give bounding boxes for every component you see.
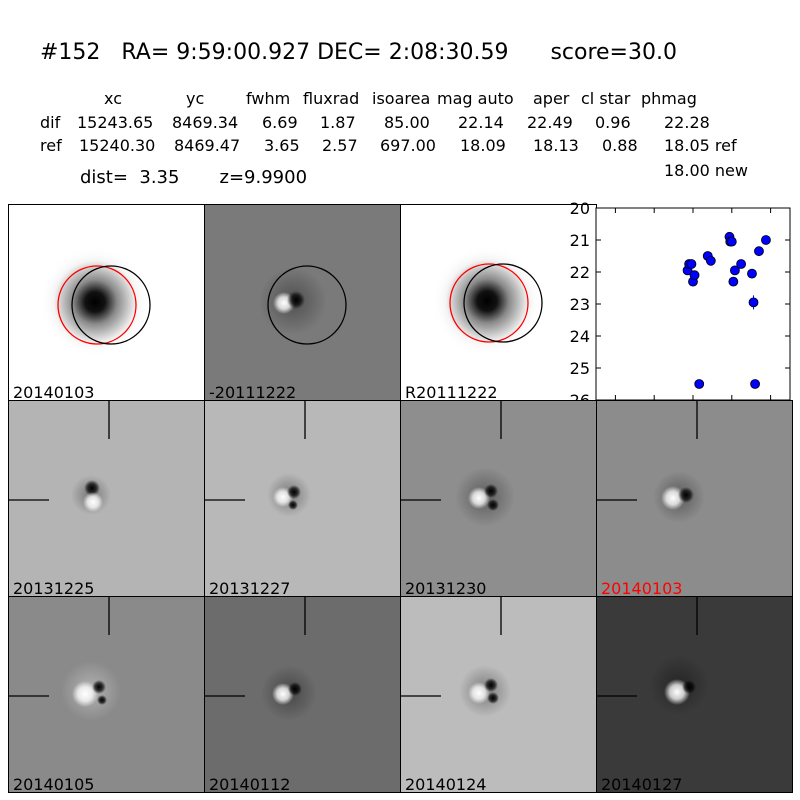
column-header-fluxrad: fluxrad (303, 89, 360, 108)
new-magnitude: 18.00 new (664, 161, 748, 180)
negative-residual (487, 499, 499, 511)
panel-label: 20131227 (209, 579, 291, 597)
panel-label: 20140124 (405, 775, 487, 793)
table-cell: 8469.47 (174, 136, 241, 155)
table-cell: 0.96 (595, 113, 631, 132)
table-cell: 18.05 ref (664, 136, 737, 155)
y-tick-label: 20 (570, 200, 590, 218)
negative-residual (678, 487, 694, 503)
data-point (686, 259, 697, 269)
table-cell: 85.00 (384, 113, 430, 132)
y-tick-label: 21 (570, 231, 590, 250)
data-point (694, 379, 705, 389)
reference-position-circle (267, 265, 347, 345)
negative-residual (288, 682, 302, 696)
stamp-panel-epoch: 20131225 (8, 400, 205, 597)
data-point (730, 265, 740, 276)
reference-position-circle (71, 265, 151, 345)
data-point (761, 235, 771, 245)
stamp-panel-epoch-current: 20140103 (596, 400, 793, 597)
row-label-ref: ref (40, 136, 62, 155)
table-cell: 15243.65 (77, 113, 154, 132)
table-cell: 3.65 (264, 136, 300, 155)
panel-label: 20131225 (13, 579, 95, 597)
stamp-panel-epoch: 20140127 (596, 596, 793, 793)
panel-label: -20111222 (209, 383, 297, 401)
negative-residual (484, 484, 498, 498)
data-point (750, 379, 760, 389)
stamp-panel-epoch: 20131227 (204, 400, 401, 597)
current-position-circle (57, 265, 137, 345)
data-point (726, 236, 737, 247)
distance-redshift-line: dist= 3.35 z=9.9900 (80, 167, 308, 188)
reference-position-circle (463, 263, 543, 343)
data-point (728, 276, 739, 287)
panel-label: 20140112 (209, 775, 291, 793)
panel-label: 20131230 (405, 579, 487, 597)
stamp-panel-epoch: 20131230 (400, 400, 597, 597)
data-point (689, 270, 700, 281)
column-header-xc: xc (104, 89, 122, 108)
table-cell: 22.14 (458, 113, 504, 132)
row-label-dif: dif (40, 113, 61, 132)
column-header-cl-star: cl star (581, 89, 631, 108)
negative-residual (287, 291, 305, 309)
data-point (754, 246, 764, 257)
column-header-fwhm: fwhm (246, 89, 291, 108)
positive-residual (72, 681, 98, 707)
y-tick-label: 23 (570, 295, 590, 314)
table-cell: 697.00 (380, 136, 436, 155)
data-point (747, 268, 757, 279)
column-header-aper: aper (533, 89, 570, 108)
star-source (40, 247, 150, 357)
panel-label: 20140127 (601, 775, 683, 793)
table-cell: 18.09 (460, 136, 506, 155)
column-header-isoarea: isoarea (372, 89, 431, 108)
light-curve-svg: 20212223242526-100-50050100 (570, 199, 791, 422)
stamp-panel-epoch: 20140105 (8, 596, 205, 793)
table-cell: 0.88 (602, 136, 638, 155)
negative-residual (97, 695, 107, 705)
panel-label: 20140105 (13, 775, 95, 793)
negative-residual (84, 480, 100, 496)
page-title: #152 RA= 9:59:00.927 DEC= 2:08:30.59 sco… (40, 40, 677, 65)
panel-label-current: 20140103 (601, 579, 683, 597)
negative-residual (484, 678, 498, 692)
stamp-panel-epoch: 20140112 (204, 596, 401, 793)
y-tick-label: 22 (570, 263, 590, 282)
table-cell: 6.69 (262, 113, 298, 132)
stamp-panel-epoch: 20140124 (400, 596, 597, 793)
data-point (736, 259, 747, 269)
negative-residual (682, 680, 696, 694)
table-cell: 18.13 (533, 136, 579, 155)
negative-residual (487, 692, 499, 704)
positive-residual (83, 492, 103, 512)
y-tick-label: 24 (570, 327, 590, 346)
stamp-panel-difference: -20111222 (204, 204, 401, 401)
table-cell: 22.49 (527, 113, 573, 132)
table-cell: 8469.34 (172, 113, 239, 132)
table-cell: 2.57 (322, 136, 358, 155)
negative-residual (288, 500, 298, 510)
data-point (705, 255, 716, 266)
table-cell: 1.87 (320, 113, 356, 132)
table-cell: 22.28 (664, 113, 710, 132)
y-tick-label: 25 (570, 359, 590, 378)
panel-label: R20111222 (405, 383, 498, 401)
panel-label: 20140103 (13, 383, 95, 401)
plot-frame (595, 207, 791, 401)
light-curve-chart: 20212223242526-100-50050100 (560, 199, 800, 430)
current-position-circle (449, 263, 529, 343)
column-header-yc: yc (186, 89, 205, 108)
star-source (432, 246, 542, 356)
column-header-phmag: phmag (641, 89, 697, 108)
data-point (748, 297, 759, 308)
negative-residual (92, 680, 106, 694)
column-header-mag-auto: mag auto (437, 89, 514, 108)
negative-residual (287, 485, 301, 499)
stamp-panel-new: 20140103 (8, 204, 205, 401)
table-cell: 15240.30 (79, 136, 156, 155)
